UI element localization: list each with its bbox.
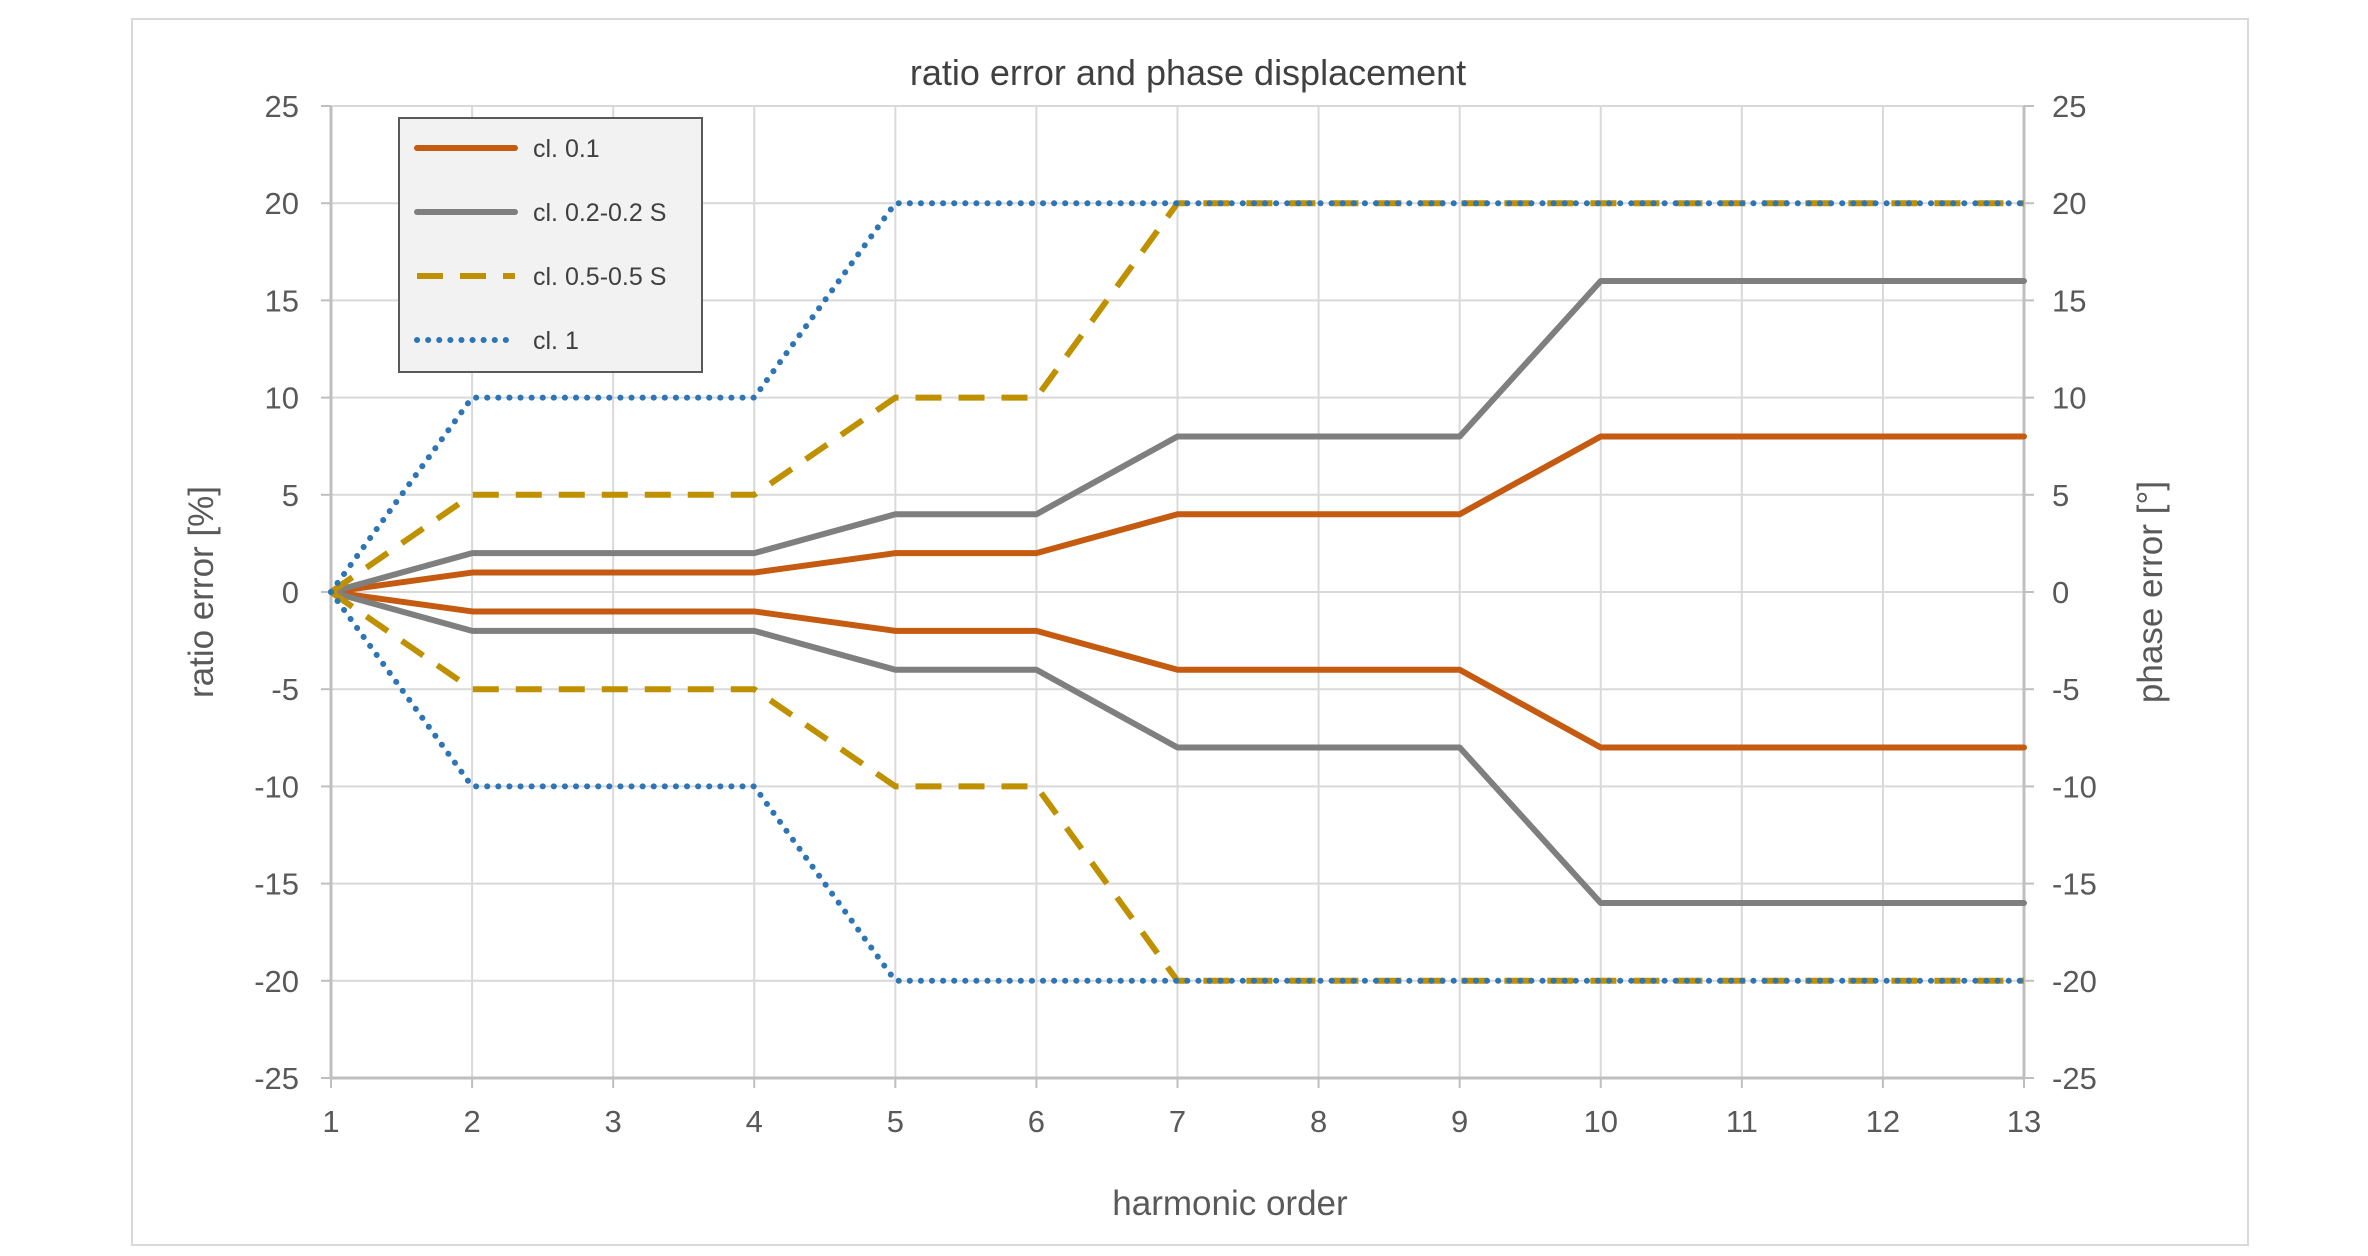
x-tick-label: 11 bbox=[1726, 1104, 1758, 1139]
y-tick-label: 25 bbox=[265, 89, 299, 124]
y2-tick-label: -20 bbox=[2052, 964, 2097, 999]
y2-tick-label: 10 bbox=[2052, 381, 2086, 416]
y-tick-label: -15 bbox=[254, 867, 299, 902]
legend-label-4: cl. 1 bbox=[533, 327, 579, 355]
x-tick-label: 4 bbox=[746, 1104, 763, 1139]
x-axis-title: harmonic order bbox=[1112, 1184, 1348, 1223]
y2-tick-label: -25 bbox=[2052, 1061, 2097, 1096]
y2-tick-label: -10 bbox=[2052, 769, 2097, 804]
y-tick-label: -5 bbox=[271, 672, 299, 707]
legend-label-3: cl. 0.5-0.5 S bbox=[533, 263, 666, 291]
x-tick-label: 8 bbox=[1310, 1104, 1327, 1139]
x-tick-label: 6 bbox=[1028, 1104, 1045, 1139]
y-tick-label: 20 bbox=[265, 186, 299, 221]
legend-box bbox=[398, 117, 703, 373]
y-tick-label: 10 bbox=[265, 381, 299, 416]
legend: cl. 0.1 cl. 0.2-0.2 S cl. 0.5-0.5 S cl. 1 bbox=[398, 117, 703, 373]
y-tick-label: 0 bbox=[282, 575, 299, 610]
y2-tick-label: 25 bbox=[2052, 89, 2086, 124]
x-tick-label: 3 bbox=[605, 1104, 622, 1139]
y-axis-title: ratio error [%] bbox=[182, 486, 221, 698]
y2-tick-label: 0 bbox=[2052, 575, 2069, 610]
x-tick-label: 12 bbox=[1866, 1104, 1900, 1139]
y2-tick-label: -5 bbox=[2052, 672, 2080, 707]
x-tick-label: 1 bbox=[322, 1104, 339, 1139]
y2-tick-label: 20 bbox=[2052, 186, 2086, 221]
x-tick-label: 7 bbox=[1169, 1104, 1186, 1139]
x-tick-label: 13 bbox=[2007, 1104, 2041, 1139]
x-tick-label: 5 bbox=[887, 1104, 904, 1139]
y-tick-label: 5 bbox=[282, 478, 299, 513]
legend-label-2: cl. 0.2-0.2 S bbox=[533, 199, 666, 227]
x-tick-label: 10 bbox=[1584, 1104, 1618, 1139]
y-tick-label: -20 bbox=[254, 964, 299, 999]
legend-label-1: cl. 0.1 bbox=[533, 135, 600, 163]
chart-title: ratio error and phase displacement bbox=[910, 52, 1466, 93]
y-tick-label: -25 bbox=[254, 1061, 299, 1096]
y-tick-label: -10 bbox=[254, 769, 299, 804]
x-tick-label: 9 bbox=[1451, 1104, 1468, 1139]
series-layer bbox=[328, 200, 2027, 984]
y2-axis-title: phase error [°] bbox=[2131, 481, 2170, 703]
y2-tick-label: -15 bbox=[2052, 867, 2097, 902]
y2-tick-label: 15 bbox=[2052, 283, 2086, 318]
x-tick-label: 2 bbox=[463, 1104, 480, 1139]
y-tick-label: 15 bbox=[265, 283, 299, 318]
y2-tick-label: 5 bbox=[2052, 478, 2069, 513]
